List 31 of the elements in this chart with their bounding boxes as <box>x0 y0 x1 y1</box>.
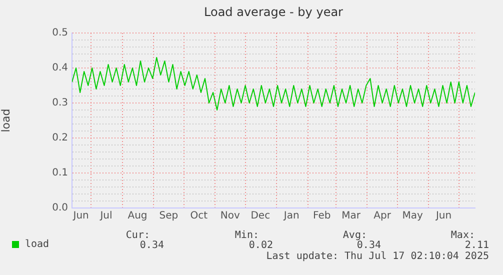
x-tick-label: Dec <box>250 210 270 222</box>
y-tick-label: 0.4 <box>52 62 68 74</box>
x-tick-label: Feb <box>313 210 331 222</box>
y-tick-label: 0.5 <box>52 28 68 39</box>
x-tick-label: Oct <box>190 210 208 222</box>
text: Avg: <box>342 230 367 241</box>
x-tick-label: Mar <box>342 210 362 222</box>
x-tick-label: Jun <box>434 210 452 222</box>
x-tick-label: Jul <box>99 210 112 222</box>
text: 0.34 <box>140 240 164 251</box>
x-tick-label: Sep <box>159 210 178 222</box>
y-tick-label: 0.3 <box>52 98 68 109</box>
x-tick-label: Nov <box>220 210 240 222</box>
text: 0.34 <box>356 240 381 251</box>
x-tick-label: Aug <box>128 210 148 222</box>
text: 0.02 <box>248 240 273 251</box>
text: 0.0 <box>52 202 68 214</box>
text: Min: <box>234 230 259 241</box>
text: Cur: <box>126 230 150 241</box>
text: Last update: Thu Jul 17 02:10:04 2025 <box>266 251 489 262</box>
chart-title: Load average - by year <box>204 5 344 20</box>
y-tick-label: 0.2 <box>52 132 68 144</box>
x-tick-label: Apr <box>374 210 392 222</box>
x-tick-label: Jan <box>282 210 300 222</box>
text: Max: <box>450 230 475 241</box>
y-axis-title: load <box>0 108 12 132</box>
y-tick-label: 0.1 <box>52 168 68 179</box>
text: 2.11 <box>464 240 489 251</box>
x-tick-label: Jun <box>72 210 89 222</box>
x-tick-label: May <box>402 210 423 222</box>
legend-label: load <box>25 239 50 250</box>
